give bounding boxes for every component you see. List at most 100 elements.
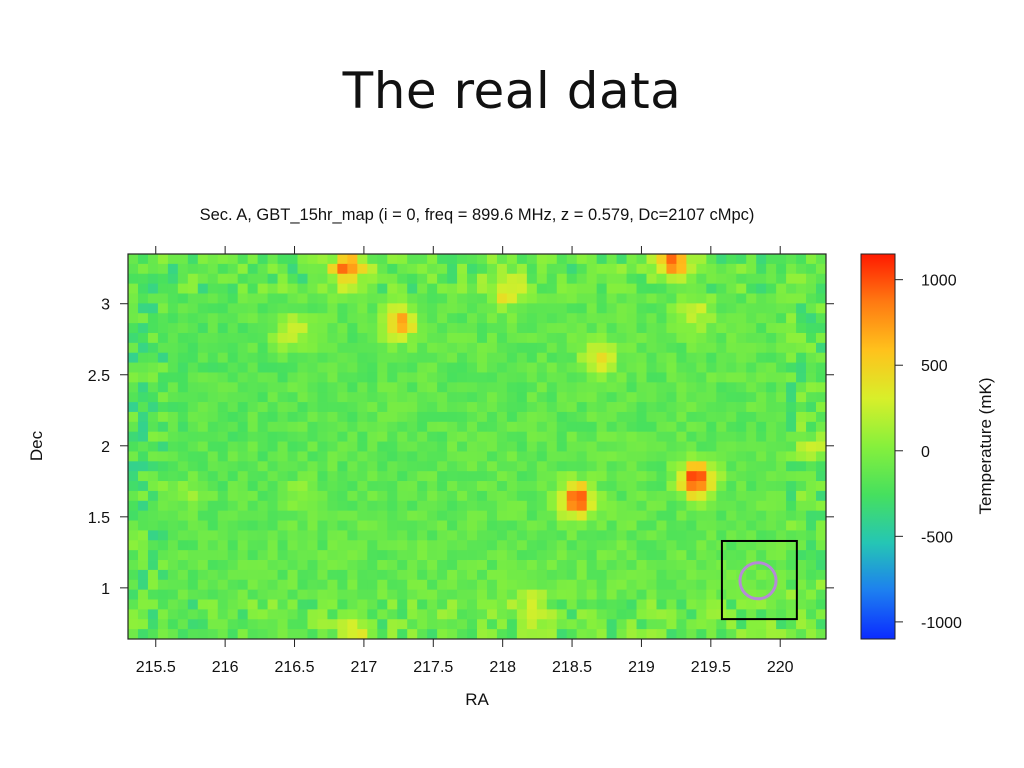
heatmap-cell: [367, 372, 378, 383]
heatmap-cell: [287, 471, 298, 482]
heatmap-cell: [257, 629, 268, 640]
heatmap-cell: [307, 362, 318, 373]
heatmap-cell: [377, 550, 388, 561]
heatmap-cell: [367, 500, 378, 512]
heatmap-cell: [586, 589, 598, 600]
heatmap-cell: [277, 392, 288, 403]
heatmap-cell: [606, 471, 617, 482]
heatmap-cell: [157, 283, 169, 294]
heatmap-cell: [516, 293, 528, 304]
heatmap-cell: [337, 313, 348, 324]
heatmap-cell: [187, 510, 199, 521]
heatmap-cell: [616, 530, 627, 541]
heatmap-cell: [177, 451, 189, 462]
heatmap-cell: [257, 313, 268, 324]
heatmap-cell: [806, 332, 817, 344]
heatmap-cell: [646, 520, 657, 531]
heatmap-cell: [526, 500, 538, 512]
heatmap-cell: [167, 599, 179, 610]
heatmap-cell: [337, 481, 348, 492]
heatmap-cell: [397, 402, 408, 413]
y-axis: 11.522.53: [88, 297, 834, 598]
heatmap-cell: [566, 619, 578, 630]
heatmap-cell: [816, 441, 827, 452]
heatmap-cell: [207, 490, 219, 502]
heatmap-cell: [437, 461, 448, 472]
heatmap-cell: [157, 530, 169, 541]
heatmap-cell: [227, 431, 239, 442]
heatmap-cell: [636, 579, 647, 591]
heatmap-cell: [387, 589, 398, 600]
heatmap-cell: [128, 411, 139, 423]
heatmap-cell: [696, 441, 707, 452]
heatmap-cell: [646, 362, 657, 373]
heatmap-cell: [736, 293, 747, 304]
heatmap-cell: [626, 599, 637, 610]
heatmap-cell: [357, 313, 368, 324]
heatmap-cell: [367, 579, 378, 591]
heatmap-cell: [516, 550, 528, 561]
heatmap-cell: [696, 421, 707, 433]
heatmap-cell: [467, 481, 478, 492]
heatmap-cell: [287, 352, 298, 363]
heatmap-cell: [496, 254, 508, 265]
heatmap-cell: [357, 520, 368, 531]
heatmap-cell: [646, 599, 657, 610]
heatmap-cell: [616, 510, 627, 521]
heatmap-cell: [467, 411, 478, 423]
heatmap-cell: [147, 599, 159, 610]
heatmap-cell: [327, 481, 338, 492]
heatmap-cell: [746, 323, 757, 334]
heatmap-cell: [207, 342, 219, 354]
heatmap-cell: [327, 372, 338, 383]
heatmap-cell: [367, 550, 378, 561]
heatmap-cell: [177, 342, 189, 354]
heatmap-cell: [656, 510, 667, 521]
heatmap-cell: [756, 372, 767, 383]
heatmap-cell: [327, 599, 338, 610]
heatmap-cell: [786, 293, 797, 304]
heatmap-cell: [197, 599, 209, 610]
heatmap-cell: [257, 490, 268, 502]
heatmap-cell: [467, 323, 478, 334]
heatmap-cell: [686, 481, 697, 492]
heatmap-cell: [736, 560, 747, 571]
heatmap-cell: [197, 342, 209, 354]
heatmap-cell: [596, 392, 608, 403]
heatmap-cell: [347, 619, 358, 630]
heatmap-cell: [746, 441, 757, 452]
heatmap-cell: [207, 530, 219, 541]
heatmap-cell: [297, 599, 308, 610]
heatmap-cell: [556, 293, 568, 304]
heatmap-cell: [447, 540, 458, 551]
heatmap-cell: [616, 293, 627, 304]
heatmap-cell: [526, 490, 538, 502]
heatmap-cell: [477, 629, 488, 640]
heatmap-cell: [506, 411, 518, 423]
heatmap-cell: [467, 609, 478, 620]
heatmap-cell: [646, 293, 657, 304]
heatmap-cell: [756, 362, 767, 373]
heatmap-cell: [237, 481, 249, 492]
heatmap-cell: [377, 283, 388, 294]
heatmap-cell: [666, 451, 677, 462]
heatmap-cell: [367, 451, 378, 462]
heatmap-cell: [766, 283, 777, 294]
heatmap-cell: [247, 273, 259, 285]
heatmap-cell: [337, 421, 348, 433]
heatmap-cell: [816, 550, 827, 561]
heatmap-cell: [696, 362, 707, 373]
heatmap-cell: [237, 520, 249, 531]
heatmap-cell: [696, 273, 707, 285]
heatmap-cell: [546, 293, 558, 304]
heatmap-cell: [596, 352, 608, 363]
heatmap-cell: [367, 569, 378, 581]
heatmap-cell: [397, 342, 408, 354]
heatmap-cell: [317, 619, 328, 630]
y-tick-label: 2.5: [88, 368, 110, 385]
heatmap-cell: [546, 431, 558, 442]
heatmap-cell: [367, 540, 378, 551]
heatmap-cell: [357, 273, 368, 285]
heatmap-cell: [496, 323, 508, 334]
heatmap-cell: [646, 283, 657, 294]
